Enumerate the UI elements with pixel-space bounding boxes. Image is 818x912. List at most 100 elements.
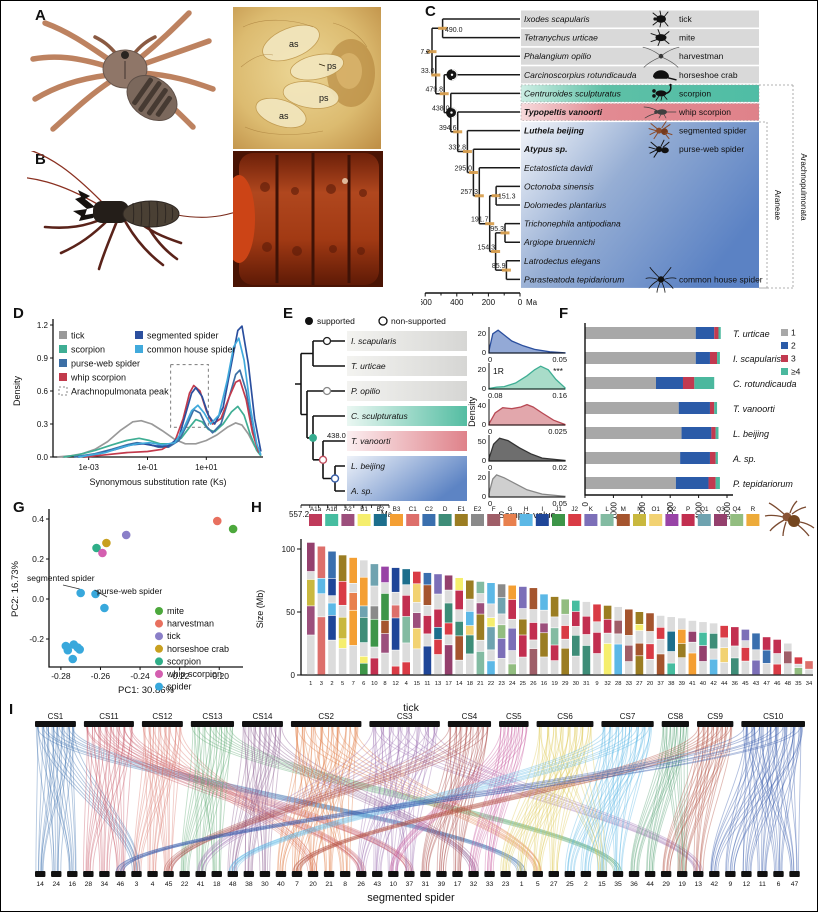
- svg-text:42: 42: [710, 681, 716, 687]
- svg-text:Argiope bruennichi: Argiope bruennichi: [523, 237, 596, 247]
- svg-text:Typopeltis vanoorti: Typopeltis vanoorti: [524, 107, 603, 117]
- svg-text:0: 0: [482, 492, 486, 501]
- svg-text:35: 35: [795, 681, 801, 687]
- svg-text:Parasteatoda tepidariorum: Parasteatoda tepidariorum: [524, 274, 624, 284]
- svg-text:H: H: [524, 506, 529, 513]
- e-tree-branches: [295, 340, 345, 492]
- support-tree-panel: supported non-supported 438.0 I. scapula…: [289, 316, 567, 521]
- svg-text:Dolomedes plantarius: Dolomedes plantarius: [524, 200, 607, 210]
- svg-text:Ixodes scapularis: Ixodes scapularis: [524, 14, 590, 24]
- svg-text:J1: J1: [555, 506, 562, 513]
- svg-text:1e+01: 1e+01: [195, 463, 218, 472]
- svg-text:CS3: CS3: [397, 712, 413, 721]
- svg-text:Tetranychus urticae: Tetranychus urticae: [524, 33, 598, 43]
- tick-chromosome-bar: [290, 721, 362, 727]
- tick-chromosome-bar: [499, 721, 529, 727]
- svg-text:47: 47: [791, 881, 799, 888]
- svg-text:R: R: [751, 506, 756, 513]
- common-house-spider-icon: [645, 266, 677, 293]
- spider-chromosome-bar: [211, 871, 222, 877]
- ps-label-2: ps: [319, 93, 329, 103]
- svg-text:400: 400: [450, 298, 464, 307]
- svg-text:17: 17: [454, 881, 462, 888]
- svg-text:CS7: CS7: [620, 712, 636, 721]
- svg-text:24: 24: [509, 681, 516, 687]
- svg-text:Q4: Q4: [732, 506, 741, 513]
- spider-chromosome-bar: [388, 871, 399, 877]
- pca-point-mite: [228, 524, 238, 534]
- svg-text:0: 0: [482, 384, 486, 393]
- svg-text:0: 0: [291, 671, 296, 680]
- svg-text:29: 29: [562, 681, 568, 687]
- e-taxa: I. scapularis T. urticae P. opilio C. sc…: [350, 336, 408, 496]
- svg-text:tick: tick: [403, 702, 420, 714]
- spider-chromosome-bar: [163, 871, 174, 877]
- tick-chromosome-bar: [190, 721, 235, 727]
- svg-text:3: 3: [320, 681, 323, 687]
- tick-chromosome-bar: [141, 721, 183, 727]
- svg-text:0.9: 0.9: [37, 354, 49, 363]
- panel-c-label: C: [425, 3, 436, 20]
- svg-text:43: 43: [373, 881, 381, 888]
- svg-text:spider: spider: [167, 682, 192, 692]
- svg-text:segmented spider: segmented spider: [679, 126, 747, 136]
- svg-text:L. beijing: L. beijing: [351, 461, 385, 471]
- pca-point-spider: [63, 645, 73, 655]
- svg-text:25: 25: [520, 681, 526, 687]
- svg-text:L. beijing: L. beijing: [733, 429, 769, 439]
- spider-chromosome-bar: [741, 871, 752, 877]
- spider-chromosome-bar: [275, 871, 287, 877]
- node-icon: [330, 474, 340, 483]
- synteny-plot: tick CS1 CS11 CS12 CS13 CS14 CS2 CS3 CS4 CS5 CS6 CS…: [35, 702, 805, 904]
- svg-text:B1: B1: [360, 506, 368, 513]
- svg-text:45: 45: [742, 681, 748, 687]
- svg-text:harvestman: harvestman: [167, 619, 214, 629]
- svg-text:E2: E2: [474, 506, 482, 513]
- tick-chromosome-bar: [35, 721, 76, 727]
- svg-text:200: 200: [482, 298, 496, 307]
- spider-chromosome-bar: [484, 871, 495, 877]
- svg-text:A. sp.: A. sp.: [350, 486, 373, 496]
- segmented-spider-icon: [648, 121, 673, 140]
- svg-text:0.16: 0.16: [552, 391, 567, 400]
- svg-text:I. scapularis: I. scapularis: [351, 336, 397, 346]
- svg-text:1.2: 1.2: [37, 321, 49, 330]
- spider-chromosome-bar: [725, 871, 736, 877]
- spider-chromosome-bar: [564, 871, 576, 877]
- tick-chromosome-bar: [741, 721, 805, 727]
- pca-point-tick: [121, 530, 131, 540]
- svg-text:3: 3: [791, 354, 796, 364]
- svg-text:0: 0: [488, 499, 492, 508]
- svg-text:0: 0: [581, 501, 590, 506]
- svg-text:-0.24: -0.24: [130, 671, 150, 681]
- svg-text:1e-03: 1e-03: [78, 463, 99, 472]
- svg-text:1e-01: 1e-01: [137, 463, 158, 472]
- svg-text:34: 34: [806, 681, 813, 687]
- svg-text:Octonoba sinensis: Octonoba sinensis: [524, 181, 595, 191]
- svg-text:B2: B2: [376, 506, 384, 513]
- scorpion-icon: [652, 83, 672, 101]
- panel-b-label: B: [35, 151, 46, 168]
- svg-text:2000: 2000: [638, 501, 647, 519]
- clade-brackets: [759, 84, 794, 289]
- svg-text:-0.2: -0.2: [29, 634, 44, 644]
- svg-text:44: 44: [721, 681, 728, 687]
- svg-text:N: N: [637, 506, 642, 513]
- svg-text:Ma: Ma: [526, 298, 538, 307]
- svg-text:P: P: [686, 506, 690, 513]
- pca-point-whip-scorpion: [98, 548, 107, 558]
- svg-text:36: 36: [630, 881, 638, 888]
- node-icon: [318, 455, 328, 465]
- svg-text:***: ***: [553, 366, 564, 376]
- spider-chromosome-bar: [227, 871, 238, 877]
- svg-text:14: 14: [456, 681, 463, 687]
- svg-text:13: 13: [694, 881, 702, 888]
- svg-text:40: 40: [277, 881, 285, 888]
- svg-text:purse-web spider: purse-web spider: [97, 586, 162, 596]
- svg-text:CS1: CS1: [48, 712, 64, 721]
- spider-chromosome-bar: [195, 871, 206, 877]
- e-node-age: 438.0: [327, 431, 346, 440]
- svg-text:-0.28: -0.28: [51, 671, 71, 681]
- supported-node-icon: [309, 433, 317, 442]
